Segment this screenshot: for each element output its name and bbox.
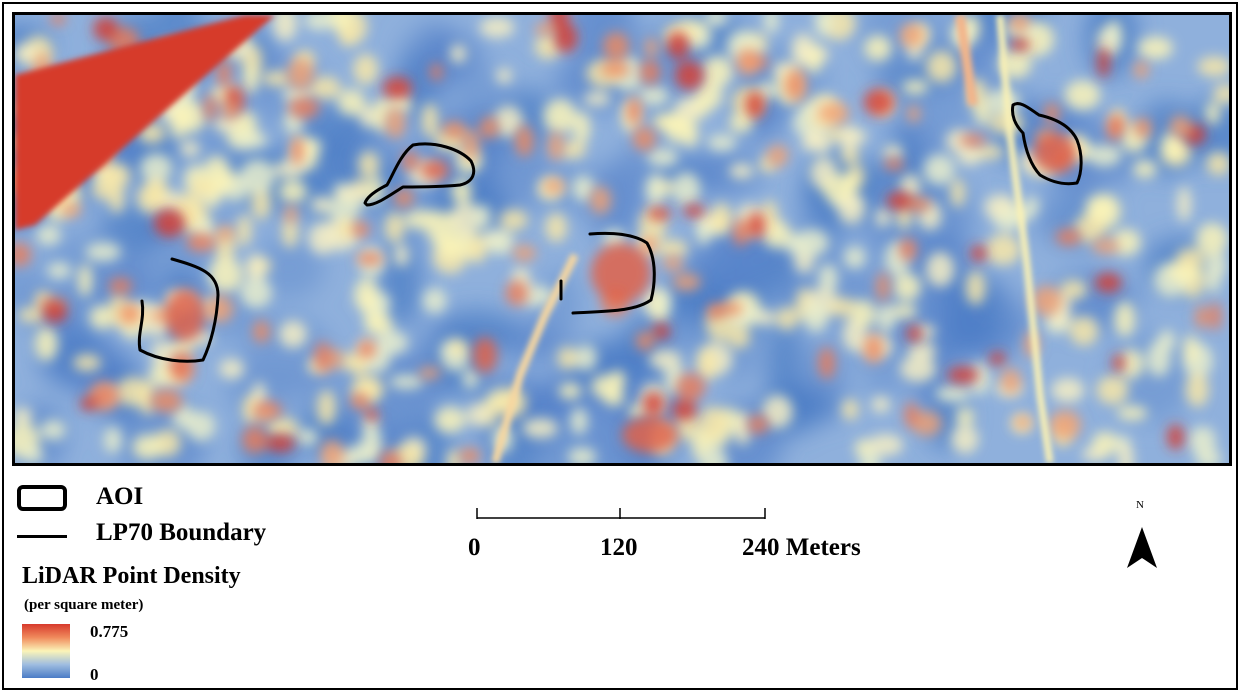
lp70-boundary-label: LP70 Boundary: [96, 519, 267, 546]
scale-label-0: 0: [468, 534, 481, 561]
lp70-boundary-north: [363, 142, 476, 207]
scale-label-120: 120: [600, 534, 638, 561]
lp70-boundary-east: [1011, 102, 1083, 186]
aoi-swatch: [17, 485, 67, 511]
scale-bar: [476, 508, 766, 519]
lp70-boundary-swatch: [17, 535, 67, 538]
density-color-ramp: [22, 624, 70, 678]
density-max-label: 0.775: [90, 622, 129, 641]
high-density-areas: [15, 15, 1222, 463]
density-raster: [15, 15, 1229, 463]
north-arrow-icon: [1127, 527, 1157, 568]
density-legend-unit: (per square meter): [24, 597, 144, 613]
lp70-boundary-center: [571, 231, 656, 315]
aoi-label: AOI: [96, 483, 144, 510]
north-label: N: [1136, 499, 1144, 511]
scale-label-240: 240 Meters: [742, 534, 861, 561]
density-map: [12, 12, 1232, 466]
density-min-label: 0: [90, 665, 99, 684]
road-feature: [15, 15, 275, 230]
lp70-boundaries: [137, 102, 1083, 363]
density-legend-title: LiDAR Point Density: [22, 563, 241, 589]
lp70-boundary-west: [137, 257, 220, 363]
